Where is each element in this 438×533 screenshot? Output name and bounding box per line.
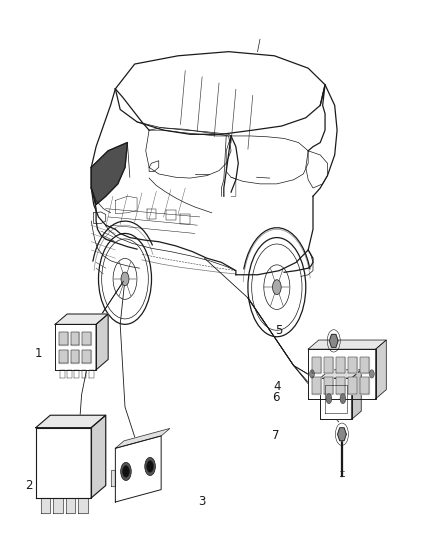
Polygon shape [36,427,91,498]
Polygon shape [59,350,67,363]
Polygon shape [71,350,79,363]
Polygon shape [312,377,321,394]
Polygon shape [308,349,376,399]
Polygon shape [53,498,63,513]
Polygon shape [55,325,96,370]
Text: 4: 4 [273,380,281,393]
Polygon shape [320,370,361,378]
Circle shape [120,462,131,481]
Polygon shape [115,436,161,502]
Polygon shape [336,377,345,394]
Polygon shape [329,334,338,348]
Polygon shape [66,498,75,513]
Polygon shape [324,377,333,394]
Polygon shape [41,498,50,513]
Text: 1: 1 [35,347,42,360]
Circle shape [145,457,155,475]
Polygon shape [352,370,361,419]
Polygon shape [348,377,357,394]
Text: 6: 6 [272,391,279,403]
Polygon shape [91,415,106,498]
Circle shape [369,370,374,378]
Circle shape [340,394,346,403]
Polygon shape [96,314,108,370]
Polygon shape [308,340,386,349]
Polygon shape [36,415,106,427]
Polygon shape [338,428,346,441]
Polygon shape [336,357,345,373]
Polygon shape [59,332,67,345]
Polygon shape [320,378,352,419]
Circle shape [123,466,129,477]
Polygon shape [55,314,108,325]
Text: 7: 7 [272,430,279,442]
Polygon shape [82,350,91,363]
Polygon shape [360,357,369,373]
Polygon shape [91,142,127,205]
Circle shape [272,280,281,295]
Polygon shape [376,340,386,399]
Circle shape [121,272,129,286]
Polygon shape [110,470,115,486]
Polygon shape [82,332,91,345]
Polygon shape [115,429,170,448]
Polygon shape [348,357,357,373]
Text: 5: 5 [276,324,283,337]
Text: 3: 3 [198,496,206,508]
Polygon shape [360,377,369,394]
Circle shape [326,394,332,403]
Circle shape [147,461,153,472]
Polygon shape [312,357,321,373]
Polygon shape [324,357,333,373]
Polygon shape [71,332,79,345]
Circle shape [310,370,314,378]
Text: 2: 2 [25,479,32,492]
Polygon shape [78,498,88,513]
